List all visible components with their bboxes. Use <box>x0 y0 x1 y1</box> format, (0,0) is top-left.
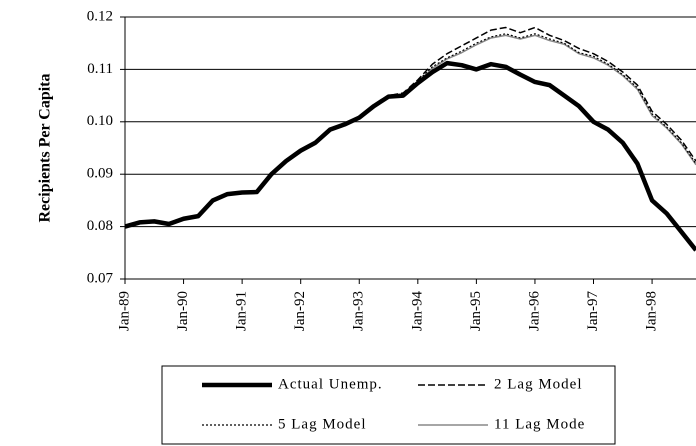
y-tick-label: 0.12 <box>87 8 113 24</box>
x-tick-label: Jan-92 <box>292 291 308 331</box>
x-tick-label: Jan-96 <box>526 291 542 331</box>
legend-label: 5 Lag Model <box>278 416 366 432</box>
x-tick-label: Jan-91 <box>234 291 250 331</box>
legend-label: 2 Lag Model <box>494 376 582 392</box>
y-tick-label: 0.08 <box>87 218 113 234</box>
x-tick-label: Jan-94 <box>409 291 425 331</box>
x-tick-label: Jan-90 <box>175 291 191 331</box>
y-axis-title: Recipients Per Capita <box>37 73 54 222</box>
y-tick-label: 0.09 <box>87 166 113 182</box>
y-tick-label: 0.10 <box>87 113 113 129</box>
y-tick-label: 0.11 <box>87 61 113 77</box>
y-tick-label: 0.07 <box>87 270 114 286</box>
series-line <box>124 60 696 252</box>
x-tick-label: Jan-97 <box>585 291 601 331</box>
series-line <box>124 26 696 228</box>
x-tick-label: Jan-89 <box>116 291 132 331</box>
x-tick-label: Jan-98 <box>644 291 660 331</box>
x-tick-label: Jan-95 <box>468 291 484 331</box>
legend-label: 11 Lag Mode <box>494 416 585 432</box>
legend-label: Actual Unemp. <box>278 376 383 392</box>
legend-box <box>161 365 616 445</box>
x-tick-label: Jan-93 <box>351 291 367 331</box>
